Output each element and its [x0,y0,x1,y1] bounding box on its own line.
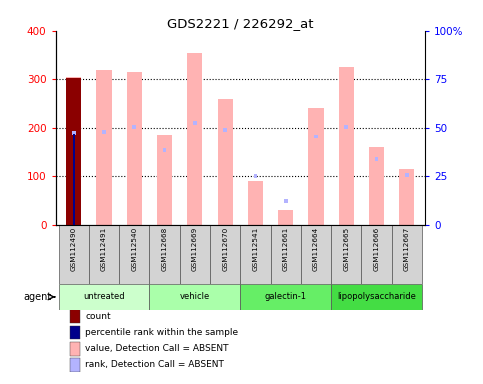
Text: vehicle: vehicle [180,293,210,301]
Bar [89,225,119,284]
Text: GSM112540: GSM112540 [131,227,137,271]
Bar [301,225,331,284]
Bar [73,134,75,225]
Bar [119,225,149,284]
Text: percentile rank within the sample: percentile rank within the sample [85,328,238,337]
Text: GSM112668: GSM112668 [162,227,168,271]
Bar [369,147,384,225]
Bar [309,108,324,225]
Bar [331,225,361,284]
Text: GSM112664: GSM112664 [313,227,319,271]
Bar [127,72,142,225]
Text: lipopolysaccharide: lipopolysaccharide [337,293,416,301]
Bar [71,310,80,323]
Bar [72,131,75,134]
Bar [66,77,81,225]
Bar [58,225,89,284]
Bar [210,225,241,284]
Text: GSM112669: GSM112669 [192,227,198,271]
Bar [58,284,149,310]
Bar [217,99,233,225]
Bar [71,326,80,339]
Bar [361,225,392,284]
Bar [339,67,354,225]
Bar [163,148,167,152]
Bar [66,78,81,225]
Bar [375,157,378,161]
Bar [180,225,210,284]
Bar [157,135,172,225]
Bar [248,181,263,225]
Bar [278,210,293,225]
Bar [254,174,257,178]
Bar [97,70,112,225]
Text: agent: agent [24,292,52,302]
Bar [405,174,409,177]
Text: rank, Detection Call = ABSENT: rank, Detection Call = ABSENT [85,361,224,369]
Bar [149,284,241,310]
Bar [284,199,287,202]
Text: GSM112666: GSM112666 [373,227,380,271]
Bar [223,128,227,132]
Bar [344,125,348,129]
Text: galectin-1: galectin-1 [265,293,307,301]
Text: GSM112541: GSM112541 [253,227,258,271]
Bar [132,125,136,129]
Bar [193,121,197,125]
Bar [399,169,414,225]
Bar [392,225,422,284]
Text: value, Detection Call = ABSENT: value, Detection Call = ABSENT [85,344,228,353]
Bar [241,284,331,310]
Bar [71,342,80,356]
Title: GDS2221 / 226292_at: GDS2221 / 226292_at [167,17,313,30]
Bar [102,130,106,134]
Text: GSM112665: GSM112665 [343,227,349,271]
Text: GSM112490: GSM112490 [71,227,77,271]
Text: GSM112670: GSM112670 [222,227,228,271]
Bar [71,358,80,372]
Text: GSM112491: GSM112491 [101,227,107,271]
Text: untreated: untreated [83,293,125,301]
Text: count: count [85,312,111,321]
Bar [270,225,301,284]
Text: GSM112661: GSM112661 [283,227,289,271]
Text: GSM112667: GSM112667 [404,227,410,271]
Bar [187,53,202,225]
Bar [314,134,318,139]
Bar [331,284,422,310]
Bar [149,225,180,284]
Bar [241,225,270,284]
